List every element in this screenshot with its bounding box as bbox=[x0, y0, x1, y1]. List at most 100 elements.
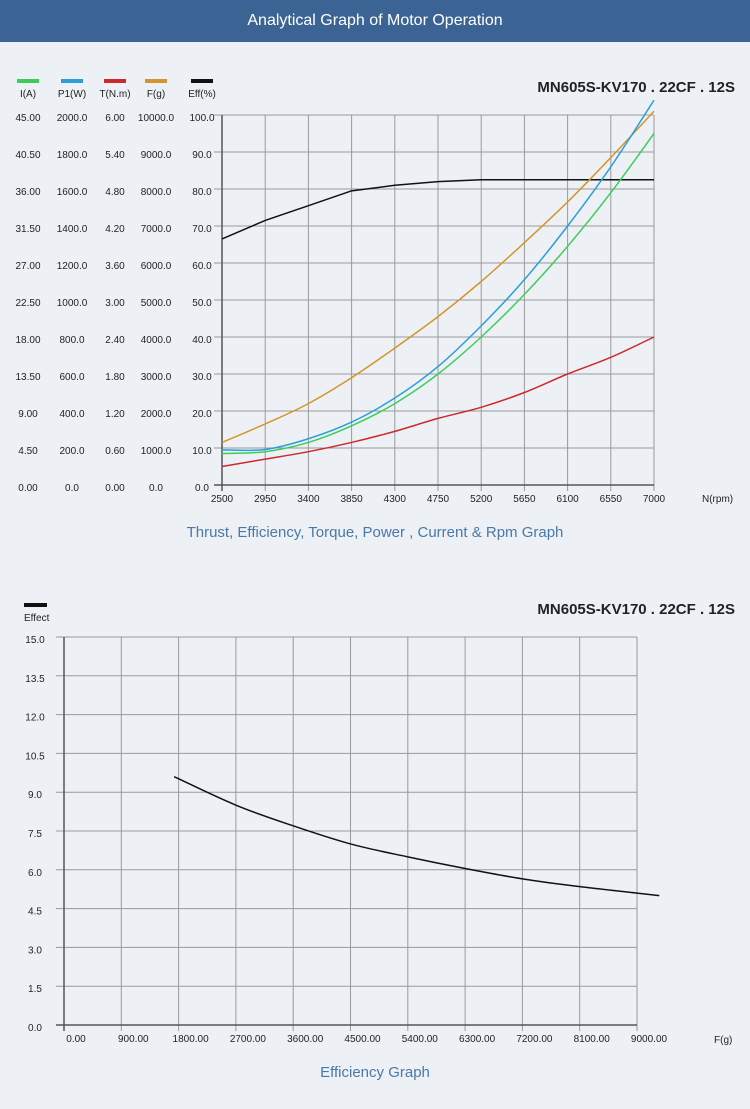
y-tick-label-thrust: 6000.0 bbox=[141, 261, 172, 272]
legend-label-torque: T(N.m) bbox=[99, 89, 130, 100]
series-line-thrust bbox=[221, 110, 655, 444]
y-tick-label-torque: 4.80 bbox=[105, 187, 125, 198]
x-tick-label: 3400 bbox=[297, 494, 320, 505]
x-tick-label: 2950 bbox=[254, 494, 277, 505]
y-tick-label-power: 1800.0 bbox=[57, 150, 88, 161]
series-line-efficiency bbox=[221, 179, 654, 240]
y-tick-label-power: 1400.0 bbox=[57, 224, 88, 235]
legend-label-efficiency: Eff(%) bbox=[188, 89, 216, 100]
x-tick-label: 9000.00 bbox=[631, 1034, 668, 1045]
x-tick-label: 4500.00 bbox=[344, 1034, 381, 1045]
x-axis-label: N(rpm) bbox=[702, 494, 733, 505]
y-tick-label-efficiency: 60.0 bbox=[192, 261, 212, 272]
y-tick-label: 6.0 bbox=[28, 868, 42, 879]
legend-label-thrust: F(g) bbox=[147, 89, 165, 100]
x-tick-label: 1800.00 bbox=[173, 1034, 210, 1045]
legend-label-current: I(A) bbox=[20, 89, 36, 100]
y-tick-label-current: 27.00 bbox=[15, 261, 40, 272]
y-tick-label-efficiency: 80.0 bbox=[192, 187, 212, 198]
x-tick-label: 900.00 bbox=[118, 1034, 149, 1045]
y-tick-label-power: 1600.0 bbox=[57, 187, 88, 198]
chart-caption-operation: Thrust, Efficiency, Torque, Power , Curr… bbox=[186, 524, 564, 541]
y-tick-label: 0.0 bbox=[28, 1023, 42, 1034]
y-tick-label-torque: 2.40 bbox=[105, 335, 125, 346]
y-tick-label: 9.0 bbox=[28, 790, 42, 801]
y-tick-label-current: 13.50 bbox=[15, 372, 40, 383]
legend-swatch-effect bbox=[24, 603, 47, 607]
series-line-current bbox=[221, 133, 655, 455]
y-tick-label-efficiency: 0.0 bbox=[195, 483, 209, 494]
legend-swatch-thrust bbox=[145, 79, 167, 83]
x-tick-label: 5650 bbox=[513, 494, 536, 505]
y-tick-label-efficiency: 20.0 bbox=[192, 409, 212, 420]
x-tick-label: 4300 bbox=[384, 494, 407, 505]
x-tick-label: 3850 bbox=[340, 494, 363, 505]
header-title: Analytical Graph of Motor Operation bbox=[0, 0, 750, 42]
x-tick-label: 4750 bbox=[427, 494, 450, 505]
y-tick-label-torque: 0.60 bbox=[105, 446, 125, 457]
y-tick-label-efficiency: 10.0 bbox=[192, 446, 212, 457]
y-tick-label-current: 31.50 bbox=[15, 224, 40, 235]
y-tick-label-torque: 1.80 bbox=[105, 372, 125, 383]
y-tick-label-efficiency: 40.0 bbox=[192, 335, 212, 346]
y-tick-label: 1.5 bbox=[28, 984, 42, 995]
y-tick-label: 13.5 bbox=[25, 674, 45, 685]
y-tick-label-thrust: 0.0 bbox=[149, 483, 163, 494]
x-tick-label: 8100.00 bbox=[574, 1034, 611, 1045]
y-tick-label-power: 0.0 bbox=[65, 483, 79, 494]
x-tick-label: 6100 bbox=[556, 494, 579, 505]
x-tick-label: 0.00 bbox=[66, 1034, 86, 1045]
y-tick-label-torque: 3.60 bbox=[105, 261, 125, 272]
y-tick-label: 12.0 bbox=[25, 713, 45, 724]
y-tick-label-power: 1200.0 bbox=[57, 261, 88, 272]
x-tick-label: 5200 bbox=[470, 494, 493, 505]
chart-caption-efficiency: Efficiency Graph bbox=[320, 1064, 430, 1081]
y-tick-label-power: 400.0 bbox=[59, 409, 84, 420]
y-tick-label: 7.5 bbox=[28, 829, 42, 840]
y-tick-label-efficiency: 70.0 bbox=[192, 224, 212, 235]
y-tick-label-current: 4.50 bbox=[18, 446, 38, 457]
legend-swatch-power bbox=[61, 79, 83, 83]
y-tick-label-current: 22.50 bbox=[15, 298, 40, 309]
y-tick-label-efficiency: 90.0 bbox=[192, 150, 212, 161]
y-tick-label: 3.0 bbox=[28, 945, 42, 956]
legend-swatch-torque bbox=[104, 79, 126, 83]
legend-swatch-current bbox=[17, 79, 39, 83]
legend-label-effect: Effect bbox=[24, 613, 50, 624]
series-line-torque bbox=[221, 336, 655, 468]
y-tick-label-thrust: 10000.0 bbox=[138, 113, 175, 124]
y-tick-label-current: 45.00 bbox=[15, 113, 40, 124]
y-tick-label-thrust: 5000.0 bbox=[141, 298, 172, 309]
y-tick-label-current: 18.00 bbox=[15, 335, 40, 346]
y-tick-label-power: 2000.0 bbox=[57, 113, 88, 124]
y-tick-label: 15.0 bbox=[25, 635, 45, 646]
legend-swatch-efficiency bbox=[191, 79, 213, 83]
chart-title: MN605S-KV170 . 22CF . 12S bbox=[537, 79, 735, 96]
y-tick-label-power: 1000.0 bbox=[57, 298, 88, 309]
y-tick-label: 10.5 bbox=[25, 751, 45, 762]
y-tick-label-efficiency: 50.0 bbox=[192, 298, 212, 309]
x-tick-label: 5400.00 bbox=[402, 1034, 439, 1045]
y-tick-label-torque: 6.00 bbox=[105, 113, 125, 124]
y-tick-label-power: 200.0 bbox=[59, 446, 84, 457]
y-tick-label-torque: 1.20 bbox=[105, 409, 125, 420]
x-tick-label: 6300.00 bbox=[459, 1034, 496, 1045]
x-tick-label: 2500 bbox=[211, 494, 234, 505]
x-tick-label: 7000 bbox=[643, 494, 666, 505]
y-tick-label-thrust: 2000.0 bbox=[141, 409, 172, 420]
series-line-effect bbox=[173, 775, 660, 897]
y-tick-label-torque: 4.20 bbox=[105, 224, 125, 235]
y-tick-label-efficiency: 30.0 bbox=[192, 372, 212, 383]
x-axis-label: F(g) bbox=[714, 1035, 732, 1046]
y-tick-label-thrust: 8000.0 bbox=[141, 187, 172, 198]
y-tick-label: 4.5 bbox=[28, 907, 42, 918]
y-tick-label-power: 800.0 bbox=[59, 335, 84, 346]
x-tick-label: 7200.00 bbox=[516, 1034, 553, 1045]
y-tick-label-current: 36.00 bbox=[15, 187, 40, 198]
x-tick-label: 2700.00 bbox=[230, 1034, 267, 1045]
motor-operation-chart: 2500 2950 3400 3850 4300 4750 5200 5650 6100 6550… bbox=[15, 79, 735, 505]
chart-title: MN605S-KV170 . 22CF . 12S bbox=[537, 601, 735, 618]
y-tick-label-thrust: 7000.0 bbox=[141, 224, 172, 235]
